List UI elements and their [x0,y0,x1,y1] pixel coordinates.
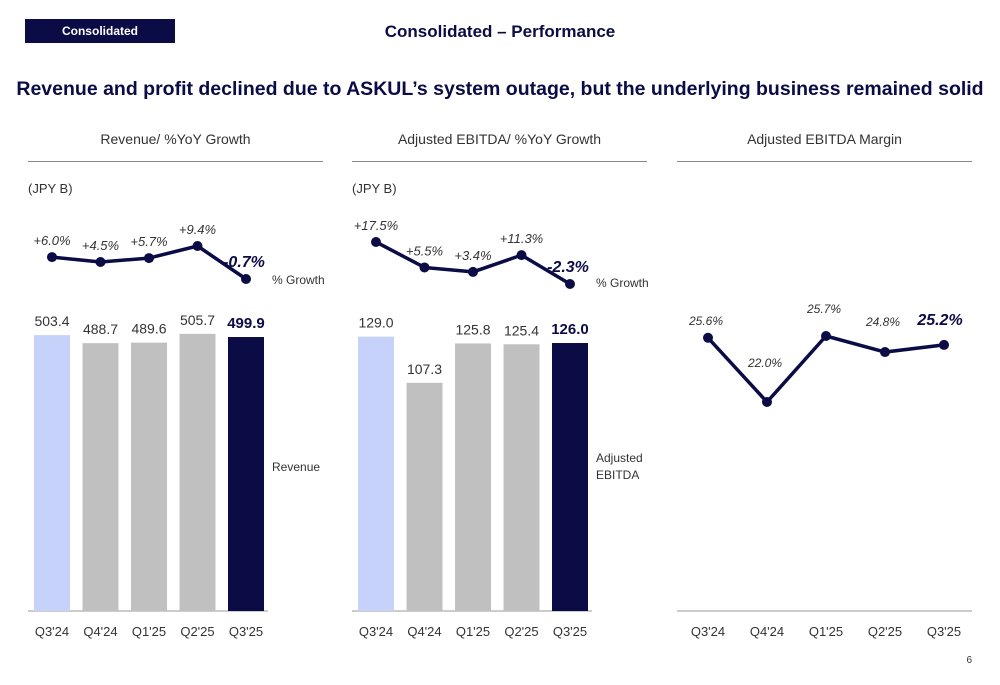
category-label: Q3'25 [927,624,961,639]
category-label: Q1'25 [809,624,843,639]
bar-value-label: 499.9 [227,315,265,332]
series-label: Revenue [272,460,320,474]
growth-point [95,257,106,268]
growth-label: +9.4% [179,222,216,237]
bar-value-label: 125.4 [504,322,539,338]
revenue-unit-label: (JPY B) [28,181,73,196]
bar-Q4'24 [406,382,443,611]
bar-value-label: 505.7 [180,312,215,328]
growth-point [192,241,203,251]
category-label: Q1'25 [456,624,490,639]
page-title: Consolidated – Performance [384,22,616,41]
margin-point [880,347,890,358]
bar-Q2'25 [179,333,216,611]
margin-value-label: 25.6% [688,314,723,328]
growth-point [47,252,57,263]
margin-point [703,332,713,343]
bar-value-label: 489.6 [131,321,166,337]
growth-label: -2.3% [547,259,589,276]
growth-point [371,237,381,247]
category-label: Q2'25 [180,624,214,639]
bar-value-label: 129.0 [358,315,393,331]
revenue-chart-title: Revenue/ %YoY Growth [100,131,251,147]
growth-label: +17.5% [354,218,398,233]
margin-point [821,331,831,341]
category-label: Q3'25 [229,624,263,639]
ebitda-title-rule [352,161,647,162]
bar-value-label: 503.4 [34,313,69,329]
growth-series-label: % Growth [272,273,325,287]
bar-Q3'25 [552,343,588,611]
headline: Revenue and profit declined due to ASKUL… [16,78,984,100]
growth-label: +3.4% [454,248,491,263]
series-label: Adjusted EBITDA [596,451,643,482]
growth-label: +4.5% [82,238,119,253]
growth-label: +6.0% [33,233,70,248]
ebitda-unit-label: (JPY B) [352,181,397,196]
ebitda-chart-title: Adjusted EBITDA/ %YoY Growth [397,131,602,147]
growth-point [516,250,527,261]
bar-Q3'25 [228,337,264,611]
growth-point [144,253,154,264]
bar-value-label: 126.0 [551,321,589,338]
category-label: Q2'25 [504,624,538,639]
category-label: Q3'24 [35,624,69,639]
bar-value-label: 107.3 [407,361,442,377]
bar-value-label: 488.7 [83,321,118,337]
category-label: Q4'24 [407,624,441,639]
margin-chart: 25.6% Q3'24 22.0% Q4'24 25.7% Q1'25 24.8% Q2'25… [677,302,972,639]
growth-point [565,279,575,289]
category-label: Q3'24 [691,624,725,639]
revenue-title-rule [28,161,323,162]
margin-value-label: 25.2% [916,312,962,329]
bar-Q3'24 [358,336,394,611]
bar-Q1'25 [455,343,491,611]
margin-point [939,339,949,350]
growth-label: +5.5% [406,243,443,258]
growth-series-label: % Growth [596,276,649,290]
category-label: Q1'25 [132,624,166,639]
bar-Q2'25 [503,344,540,611]
category-label: Q4'24 [83,624,117,639]
growth-label: +11.3% [500,231,544,246]
margin-title-rule [677,161,972,162]
consolidated-badge: Consolidated [25,19,175,43]
margin-value-label: 25.7% [806,302,841,316]
growth-label: +5.7% [130,234,167,249]
growth-label: -0.7% [223,254,265,271]
margin-chart-title: Adjusted EBITDA Margin [747,131,902,147]
revenue-chart: 503.4 Q3'24 488.7 Q4'24 489.6 Q1'25 505.7 Q2'25… [28,222,325,639]
ebitda-chart: 129.0 Q3'24 107.3 Q4'24 125.8 Q1'25 125.4 Q2'25… [352,218,649,639]
category-label: Q4'24 [750,624,784,639]
bar-value-label: 125.8 [455,321,490,337]
growth-point [468,266,478,277]
growth-point [419,262,430,273]
bar-Q1'25 [131,342,167,611]
category-label: Q3'25 [553,624,587,639]
category-label: Q3'24 [359,624,393,639]
growth-point [241,274,251,284]
category-label: Q2'25 [868,624,902,639]
page-number: 6 [966,655,972,666]
margin-value-label: 24.8% [865,315,900,329]
bar-Q4'24 [82,343,119,611]
margin-point [762,397,772,407]
margin-line [706,334,945,404]
margin-value-label: 22.0% [747,356,782,370]
bar-Q3'24 [34,335,70,611]
